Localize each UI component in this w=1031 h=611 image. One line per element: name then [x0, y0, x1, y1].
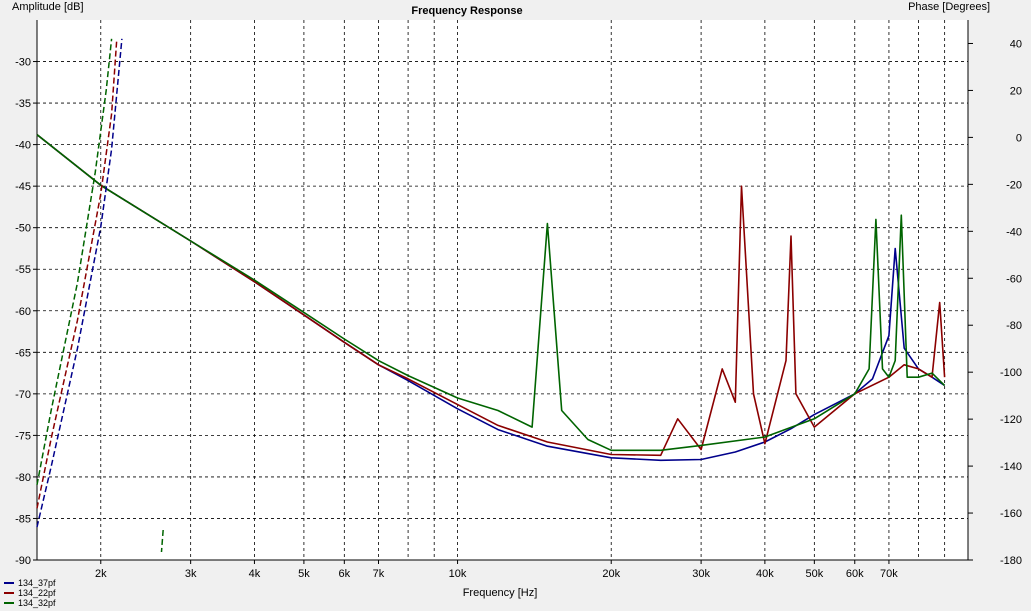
- legend-swatch: [4, 582, 14, 584]
- y-tick-label: -55: [15, 264, 31, 276]
- plot-area: [37, 20, 968, 560]
- legend-item[interactable]: 134_32pf: [4, 598, 56, 608]
- y-tick-label: -65: [15, 347, 31, 359]
- y2-tick-label: -80: [1006, 320, 1022, 332]
- y2-axis-label: Phase [Degrees]: [908, 1, 990, 13]
- y2-tick-label: -40: [1006, 226, 1022, 238]
- x-tick-label: 30k: [692, 568, 710, 580]
- legend-label: 134_37pf: [18, 578, 56, 588]
- y-tick-label: -90: [15, 555, 31, 567]
- legend-label: 134_32pf: [18, 598, 56, 608]
- x-tick-label: 7k: [373, 568, 385, 580]
- y-axis-label: Amplitude [dB]: [12, 1, 84, 13]
- y2-tick-label: -120: [1000, 414, 1022, 426]
- phase-series-line: [36, 38, 118, 509]
- legend-swatch: [4, 592, 14, 594]
- legend-label: 134_22pf: [18, 588, 56, 598]
- phase-series-line: [36, 38, 123, 528]
- y2-tick-label: -60: [1006, 273, 1022, 285]
- y2-tick-label: -160: [1000, 508, 1022, 520]
- x-tick-label: 5k: [298, 568, 310, 580]
- x-tick-label: 50k: [805, 568, 823, 580]
- x-tick-label: 2k: [95, 568, 107, 580]
- legend-item[interactable]: 134_37pf: [4, 578, 56, 588]
- x-tick-label: 70k: [880, 568, 898, 580]
- x-tick-label: 60k: [846, 568, 864, 580]
- y-tick-label: -60: [15, 306, 31, 318]
- x-tick-label: 3k: [185, 568, 197, 580]
- x-tick-label: 4k: [249, 568, 261, 580]
- x-tick-label: 40k: [756, 568, 774, 580]
- y-tick-label: -45: [15, 181, 31, 193]
- y-tick-label: -50: [15, 223, 31, 235]
- y-tick-label: -40: [15, 140, 31, 152]
- x-axis-label: Frequency [Hz]: [462, 587, 538, 599]
- y-tick-label: -70: [15, 389, 31, 401]
- legend-swatch: [4, 602, 14, 604]
- y2-tick-label: -180: [1000, 555, 1022, 567]
- y-tick-label: -75: [15, 430, 31, 442]
- chart-title: Frequency Response: [411, 5, 523, 17]
- y2-tick-label: -100: [1000, 367, 1022, 379]
- y-tick-label: -85: [15, 513, 31, 525]
- phase-series-fragment: [160, 529, 164, 553]
- y-tick-label: -35: [15, 98, 31, 110]
- y2-tick-label: 20: [1010, 85, 1022, 97]
- amplitude-series-line: [36, 133, 946, 452]
- y2-tick-label: -20: [1006, 179, 1022, 191]
- y-tick-label: -80: [15, 472, 31, 484]
- x-tick-label: 10k: [449, 568, 467, 580]
- legend: 134_37pf 134_22pf 134_32pf: [4, 578, 56, 608]
- x-tick-label: 6k: [339, 568, 351, 580]
- y2-tick-label: 0: [1016, 132, 1022, 144]
- phase-series-line: [36, 38, 113, 486]
- y2-tick-label: -140: [1000, 461, 1022, 473]
- legend-item[interactable]: 134_22pf: [4, 588, 56, 598]
- y2-tick-label: 40: [1010, 38, 1022, 50]
- y-tick-label: -30: [15, 57, 31, 69]
- x-tick-label: 20k: [602, 568, 620, 580]
